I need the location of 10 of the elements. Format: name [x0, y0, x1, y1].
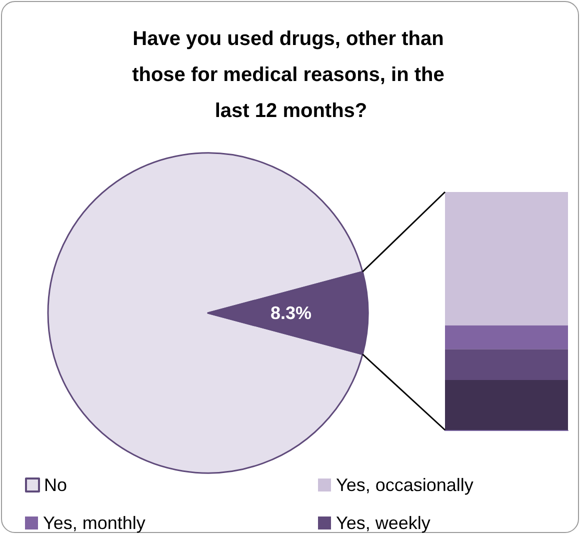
legend-label: Yes, monthly [43, 513, 146, 533]
bar [445, 325, 568, 350]
bar [445, 192, 568, 326]
legend-label: Yes, occasionally [336, 475, 474, 495]
data-label: 8.3% [270, 303, 312, 323]
bar [445, 380, 568, 430]
legend-label: Yes, weekly [336, 513, 430, 533]
chart-title: Have you used drugs, other than those for medical reasons, in the last 12 months? [132, 28, 450, 122]
legend-label: No [44, 475, 68, 495]
bar [445, 349, 568, 380]
